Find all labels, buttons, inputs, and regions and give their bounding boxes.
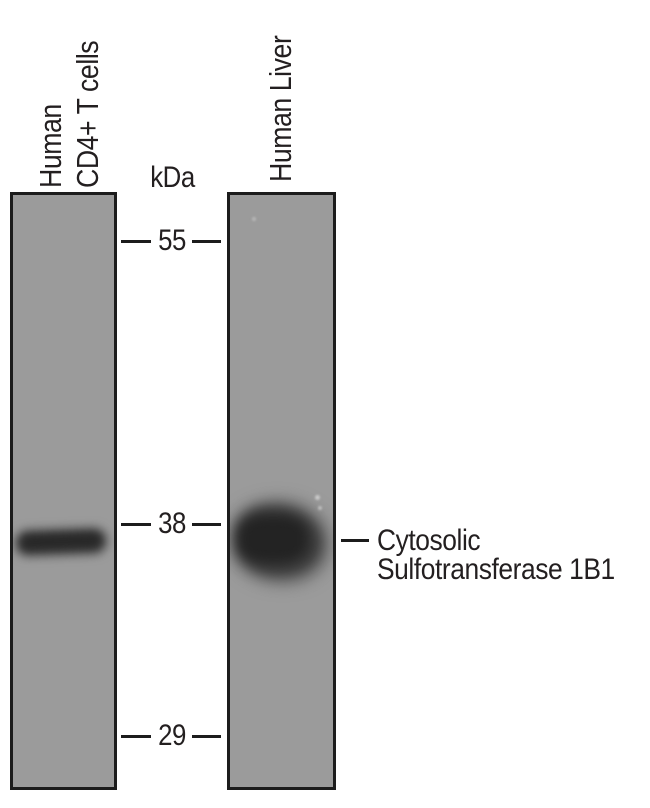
- annotation-label: Cytosolic Sulfotransferase 1B1: [377, 524, 615, 586]
- lane1-band: [21, 533, 101, 550]
- lane2-label: Human Liver: [262, 36, 299, 182]
- annotation-line1: Cytosolic: [377, 524, 481, 557]
- lane2-gel-strip: [227, 192, 336, 790]
- lane2-band: [240, 517, 306, 561]
- marker-29-tick-right: [192, 735, 221, 738]
- marker-29-tick-left: [121, 735, 151, 738]
- marker-29-value: 29: [158, 719, 186, 752]
- marker-55-tick-right: [192, 240, 221, 243]
- gel-speck: [252, 217, 256, 221]
- annotation-tick: [341, 539, 369, 542]
- marker-38-tick-left: [121, 523, 151, 526]
- gel-speck: [318, 506, 322, 510]
- marker-55-tick-left: [121, 240, 151, 243]
- lane2-label-line1: Human Liver: [263, 35, 298, 183]
- marker-38-tick-right: [192, 523, 221, 526]
- lane1-gel-strip: [10, 192, 117, 790]
- marker-38-value: 38: [158, 507, 186, 540]
- annotation-line2: Sulfotransferase 1B1: [377, 553, 615, 586]
- kda-unit-label: kDa: [150, 161, 195, 194]
- lane1-label-line1: Human: [33, 104, 68, 188]
- gel-speck: [315, 495, 320, 500]
- lane1-label: Human CD4+ T cells: [32, 41, 106, 188]
- marker-55-value: 55: [158, 224, 186, 257]
- lane1-label-line2: CD4+ T cells: [70, 40, 105, 188]
